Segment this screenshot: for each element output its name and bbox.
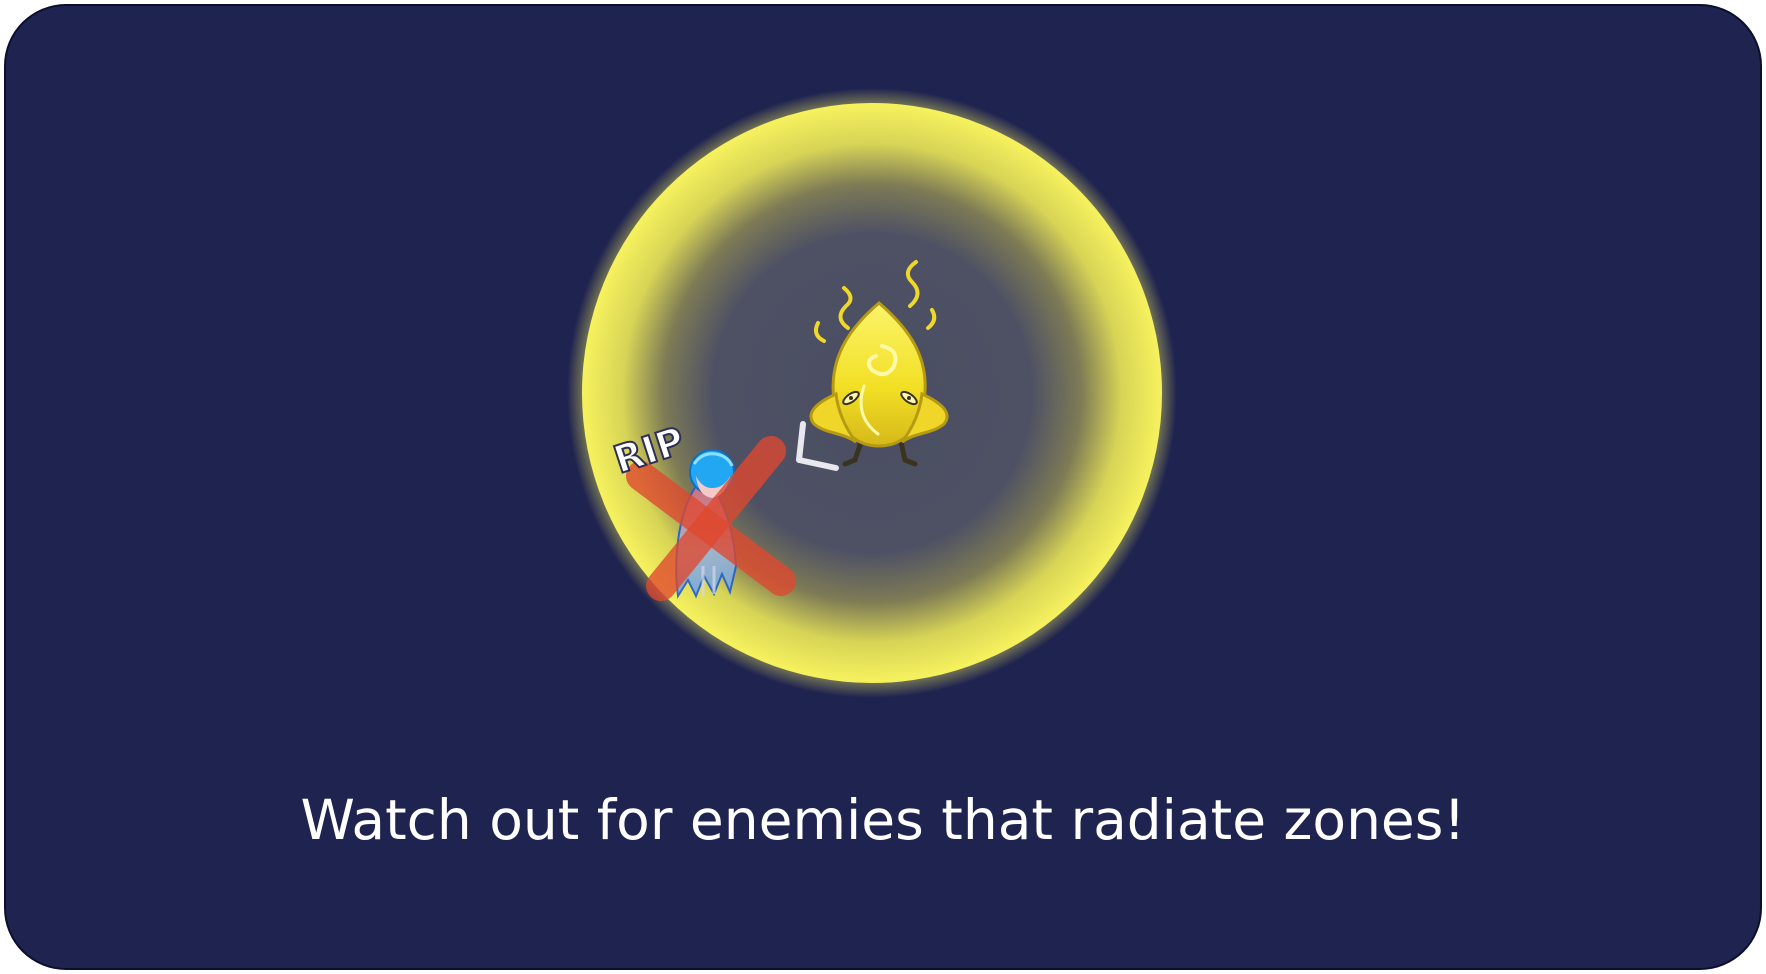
tutorial-card: RIP Watch out for enemies that radiate z… (6, 6, 1760, 968)
angle-bracket-icon (796, 421, 839, 471)
tutorial-caption: Watch out for enemies that radiate zones… (300, 788, 1466, 852)
player-sprite-dead (626, 436, 796, 601)
tutorial-illustration: RIP (567, 88, 1177, 698)
enemy-sprite (809, 260, 949, 467)
